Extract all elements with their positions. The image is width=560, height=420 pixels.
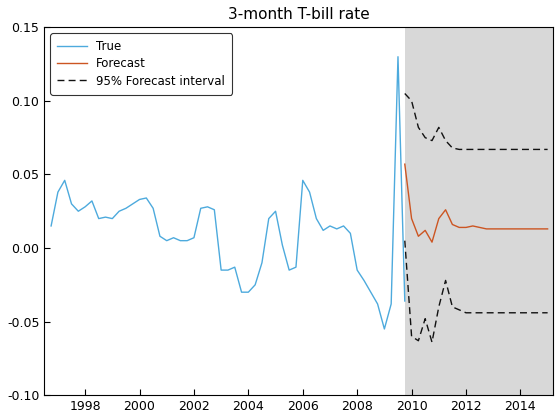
Legend: True, Forecast, 95% Forecast interval: True, Forecast, 95% Forecast interval [50,33,232,94]
Forecast [490,226,497,231]
95% Forecast interval [449,145,456,150]
95% Forecast interval [476,147,483,152]
95% Forecast interval [436,125,442,130]
95% Forecast interval [497,147,503,152]
True [272,209,279,214]
Forecast [408,216,415,221]
Forecast [497,226,503,231]
95% Forecast interval [531,147,538,152]
95% Forecast interval [428,138,435,143]
Forecast [469,223,476,228]
True [395,54,402,59]
95% Forecast interval [422,135,428,140]
95% Forecast interval [456,147,463,152]
Forecast [476,225,483,230]
95% Forecast interval [463,147,469,152]
Forecast [517,226,524,231]
Title: 3-month T-bill rate: 3-month T-bill rate [228,7,370,22]
True [252,282,259,287]
True [143,195,150,200]
Bar [405,27,553,395]
95% Forecast interval [538,147,544,152]
Line: 95% Forecast interval: 95% Forecast interval [405,94,548,150]
95% Forecast interval [503,147,510,152]
95% Forecast interval [483,147,490,152]
95% Forecast interval [510,147,517,152]
Forecast [483,226,490,231]
Forecast [538,226,544,231]
95% Forecast interval [408,98,415,103]
95% Forecast interval [442,138,449,143]
95% Forecast interval [402,91,408,96]
Forecast [456,225,463,230]
Forecast [422,228,428,233]
Forecast [524,226,530,231]
Forecast [402,162,408,167]
95% Forecast interval [415,125,422,130]
95% Forecast interval [469,147,476,152]
Forecast [449,222,456,227]
95% Forecast interval [544,147,551,152]
Forecast [503,226,510,231]
True [402,299,408,304]
Forecast [436,216,442,221]
True [259,260,265,265]
Line: Forecast: Forecast [405,164,548,242]
Forecast [544,226,551,231]
True [320,228,326,233]
Forecast [510,226,517,231]
Forecast [442,207,449,212]
Forecast [531,226,538,231]
Forecast [428,240,435,245]
True [381,326,388,331]
95% Forecast interval [490,147,497,152]
True [279,243,286,248]
Forecast [415,234,422,239]
95% Forecast interval [517,147,524,152]
True [48,223,54,228]
95% Forecast interval [524,147,530,152]
Line: True: True [51,57,405,329]
Forecast [463,225,469,230]
